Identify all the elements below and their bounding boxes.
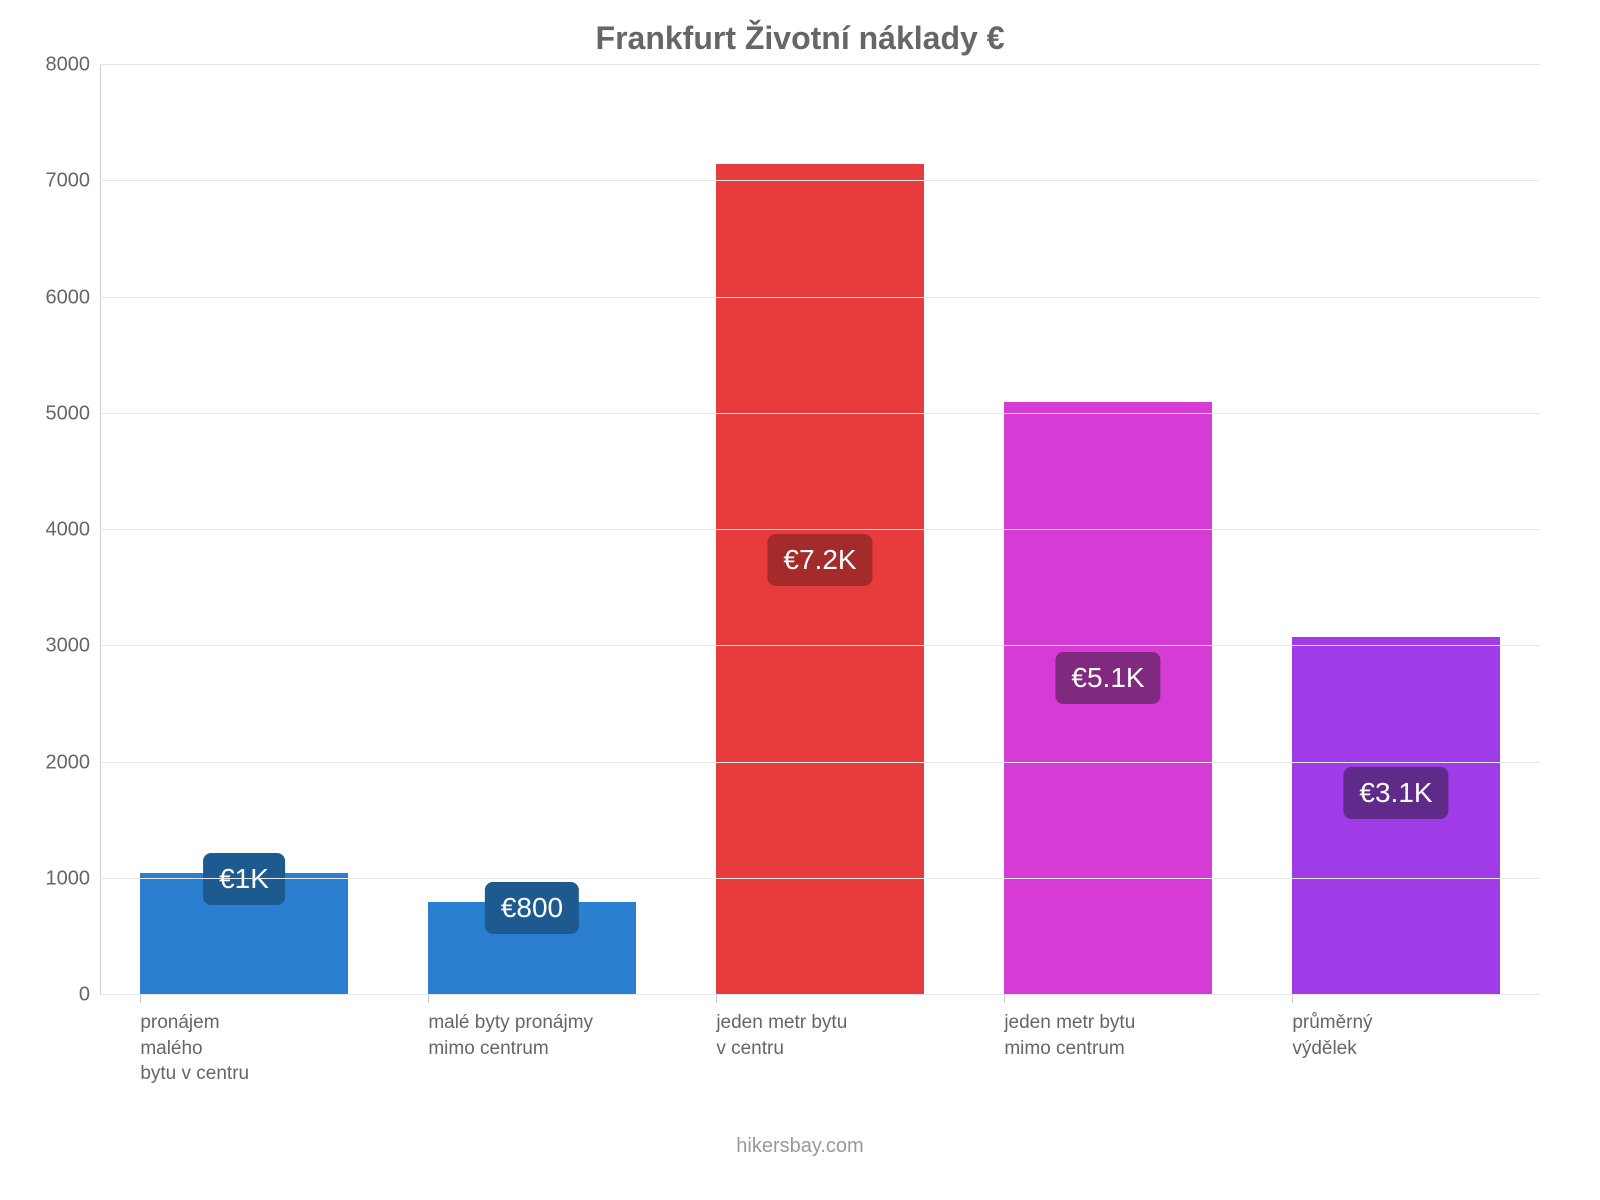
x-tick (716, 995, 717, 1003)
value-badge: €7.2K (767, 534, 872, 586)
x-axis-label: pronájem malého bytu v centru (140, 1010, 387, 1087)
bar: €1K (140, 873, 347, 995)
value-badge: €3.1K (1343, 767, 1448, 819)
chart-title: Frankfurt Životní náklady € (0, 20, 1600, 57)
bar: €3.1K (1292, 637, 1499, 995)
y-tick-label: 6000 (30, 286, 90, 309)
x-axis-label: jeden metr bytu v centru (716, 1010, 963, 1061)
gridline (100, 529, 1540, 530)
gridline (100, 645, 1540, 646)
gridline (100, 994, 1540, 995)
x-axis-label: průměrný výdělek (1292, 1010, 1539, 1061)
y-tick-label: 5000 (30, 402, 90, 425)
bar: €800 (428, 902, 635, 995)
y-tick-label: 0 (30, 984, 90, 1007)
x-axis-label: malé byty pronájmy mimo centrum (428, 1010, 675, 1061)
y-tick-label: 7000 (30, 170, 90, 193)
x-tick (1292, 995, 1293, 1003)
gridline (100, 180, 1540, 181)
y-tick-label: 1000 (30, 867, 90, 890)
x-axis-label: jeden metr bytu mimo centrum (1004, 1010, 1251, 1061)
gridline (100, 297, 1540, 298)
value-badge: €800 (485, 882, 579, 934)
y-tick-label: 3000 (30, 635, 90, 658)
chart-footer: hikersbay.com (0, 1135, 1600, 1158)
value-badge: €1K (203, 853, 285, 905)
x-tick (1004, 995, 1005, 1003)
plot-area: €1K€800€7.2K€5.1K€3.1K 01000200030004000… (100, 65, 1540, 995)
x-tick (140, 995, 141, 1003)
y-tick-label: 8000 (30, 54, 90, 77)
y-tick-label: 2000 (30, 751, 90, 774)
chart-container: Frankfurt Životní náklady € €1K €800 €7.2K… (0, 0, 1600, 1200)
y-tick-label: 4000 (30, 519, 90, 542)
value-badge: €5.1K (1055, 652, 1160, 704)
gridline (100, 64, 1540, 65)
gridline (100, 762, 1540, 763)
gridline (100, 878, 1540, 879)
x-tick (428, 995, 429, 1003)
bar: €7.2K (716, 164, 923, 995)
gridline (100, 413, 1540, 414)
bars-layer: €1K €800 €7.2K €5.1K €3.1K (100, 65, 1540, 995)
bar: €5.1K (1004, 402, 1211, 995)
